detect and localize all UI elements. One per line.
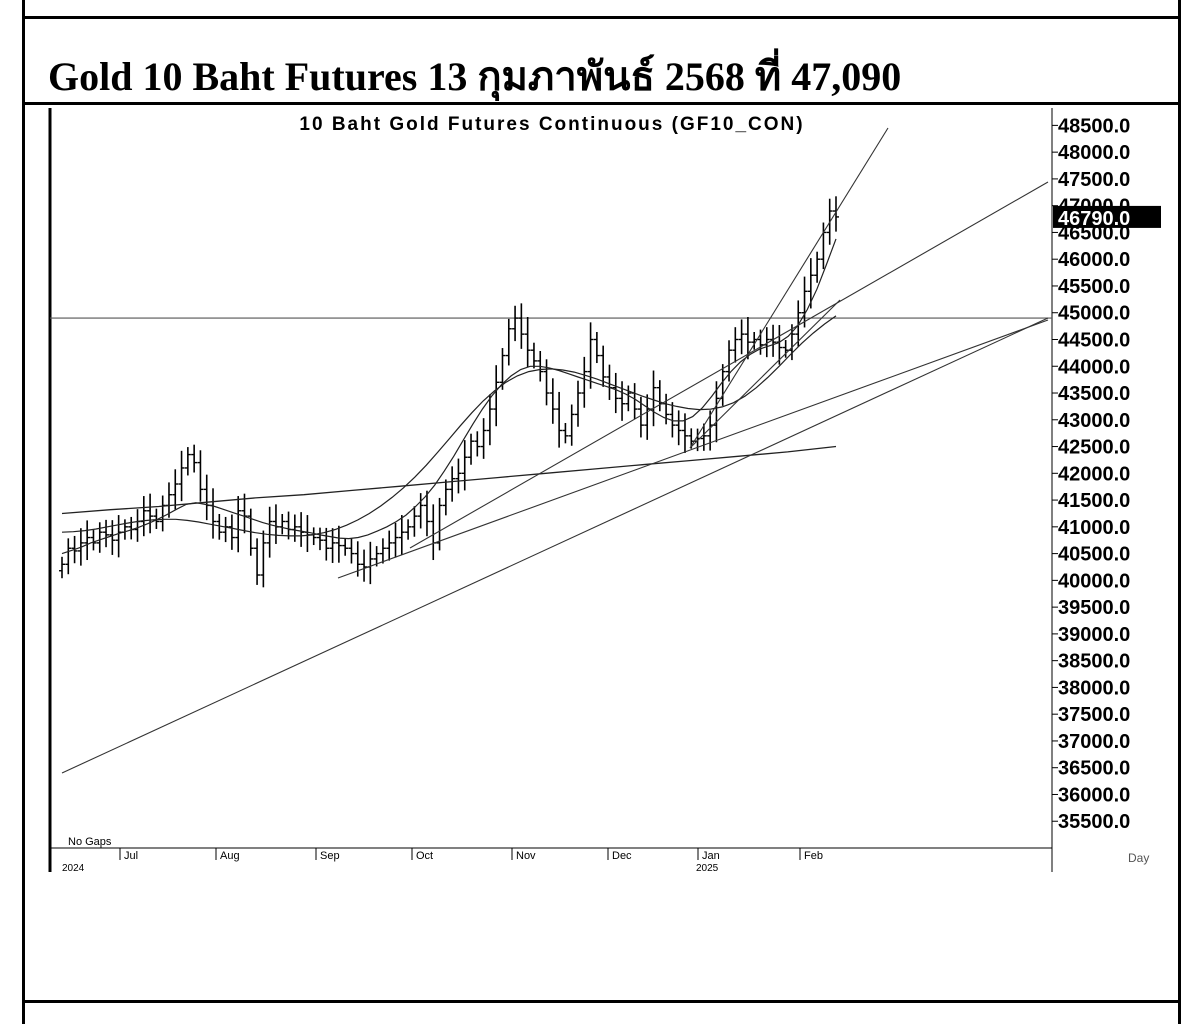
moving-average-slow — [61, 315, 837, 537]
y-tick-label: 43000.0 — [1058, 410, 1130, 432]
y-tick-label: 43500.0 — [1058, 383, 1130, 405]
x-tick-label: Dec — [612, 850, 632, 862]
trendline-minor — [689, 299, 841, 449]
chart-title: 10 Baht Gold Futures Continuous (GF10_CO… — [299, 114, 804, 135]
x-year-label: 2025 — [696, 863, 719, 874]
frame-top-border — [22, 16, 1181, 19]
y-tick-label: 39000.0 — [1058, 624, 1130, 646]
y-tick-label: 36000.0 — [1058, 784, 1130, 806]
frame-bottom-border — [22, 1000, 1181, 1003]
y-tick-label: 42500.0 — [1058, 437, 1130, 459]
y-tick-label: 48000.0 — [1058, 142, 1130, 164]
x-tick-label: Jan — [702, 850, 720, 862]
y-tick-label: 39500.0 — [1058, 597, 1130, 619]
y-tick-label: 44000.0 — [1058, 356, 1130, 378]
x-tick-label: Oct — [416, 850, 433, 862]
trendline-intermediate — [409, 181, 1049, 549]
y-tick-label: 47500.0 — [1058, 169, 1130, 191]
y-tick-label: 40000.0 — [1058, 570, 1130, 592]
trendline-steep — [689, 127, 889, 449]
trendline-long-term — [61, 317, 1049, 774]
y-tick-label: 46500.0 — [1058, 222, 1130, 244]
y-tick-label: 40500.0 — [1058, 544, 1130, 566]
y-tick-label: 37000.0 — [1058, 731, 1130, 753]
x-tick-label: Jul — [124, 850, 138, 862]
page-title: Gold 10 Baht Futures 13 กุมภาพันธ์ 2568 … — [48, 54, 902, 99]
y-tick-label: 41000.0 — [1058, 517, 1130, 539]
frame-left-border — [22, 0, 25, 1024]
y-tick-label: 48500.0 — [1058, 115, 1130, 137]
y-tick-label: 45500.0 — [1058, 276, 1130, 298]
y-tick-label: 44500.0 — [1058, 329, 1130, 351]
frame-title-divider — [22, 102, 1181, 105]
moving-average-fast — [61, 238, 837, 555]
x-axis-label: Day — [1128, 851, 1149, 865]
long-term-moving-average — [61, 445, 837, 515]
x-year-label: 2024 — [62, 863, 85, 874]
y-tick-label: 46000.0 — [1058, 249, 1130, 271]
x-tick-label: Feb — [804, 850, 823, 862]
y-tick-label: 42000.0 — [1058, 463, 1130, 485]
y-tick-label: 38000.0 — [1058, 677, 1130, 699]
frame-right-border — [1178, 0, 1181, 1024]
y-tick-label: 36500.0 — [1058, 758, 1130, 780]
x-tick-label: Nov — [516, 850, 536, 862]
last-price-label: 46790.0 — [1058, 208, 1130, 230]
y-tick-label: 37500.0 — [1058, 704, 1130, 726]
y-tick-label: 38500.0 — [1058, 651, 1130, 673]
x-tick-label: Aug — [220, 850, 240, 862]
last-price-box — [1053, 205, 1161, 228]
no-gaps-note: No Gaps — [68, 836, 112, 848]
y-tick-label: 35500.0 — [1058, 811, 1130, 833]
y-tick-label: 45000.0 — [1058, 303, 1130, 325]
y-tick-label: 41500.0 — [1058, 490, 1130, 512]
trendline-support — [337, 319, 1049, 579]
x-tick-label: Sep — [320, 850, 340, 862]
